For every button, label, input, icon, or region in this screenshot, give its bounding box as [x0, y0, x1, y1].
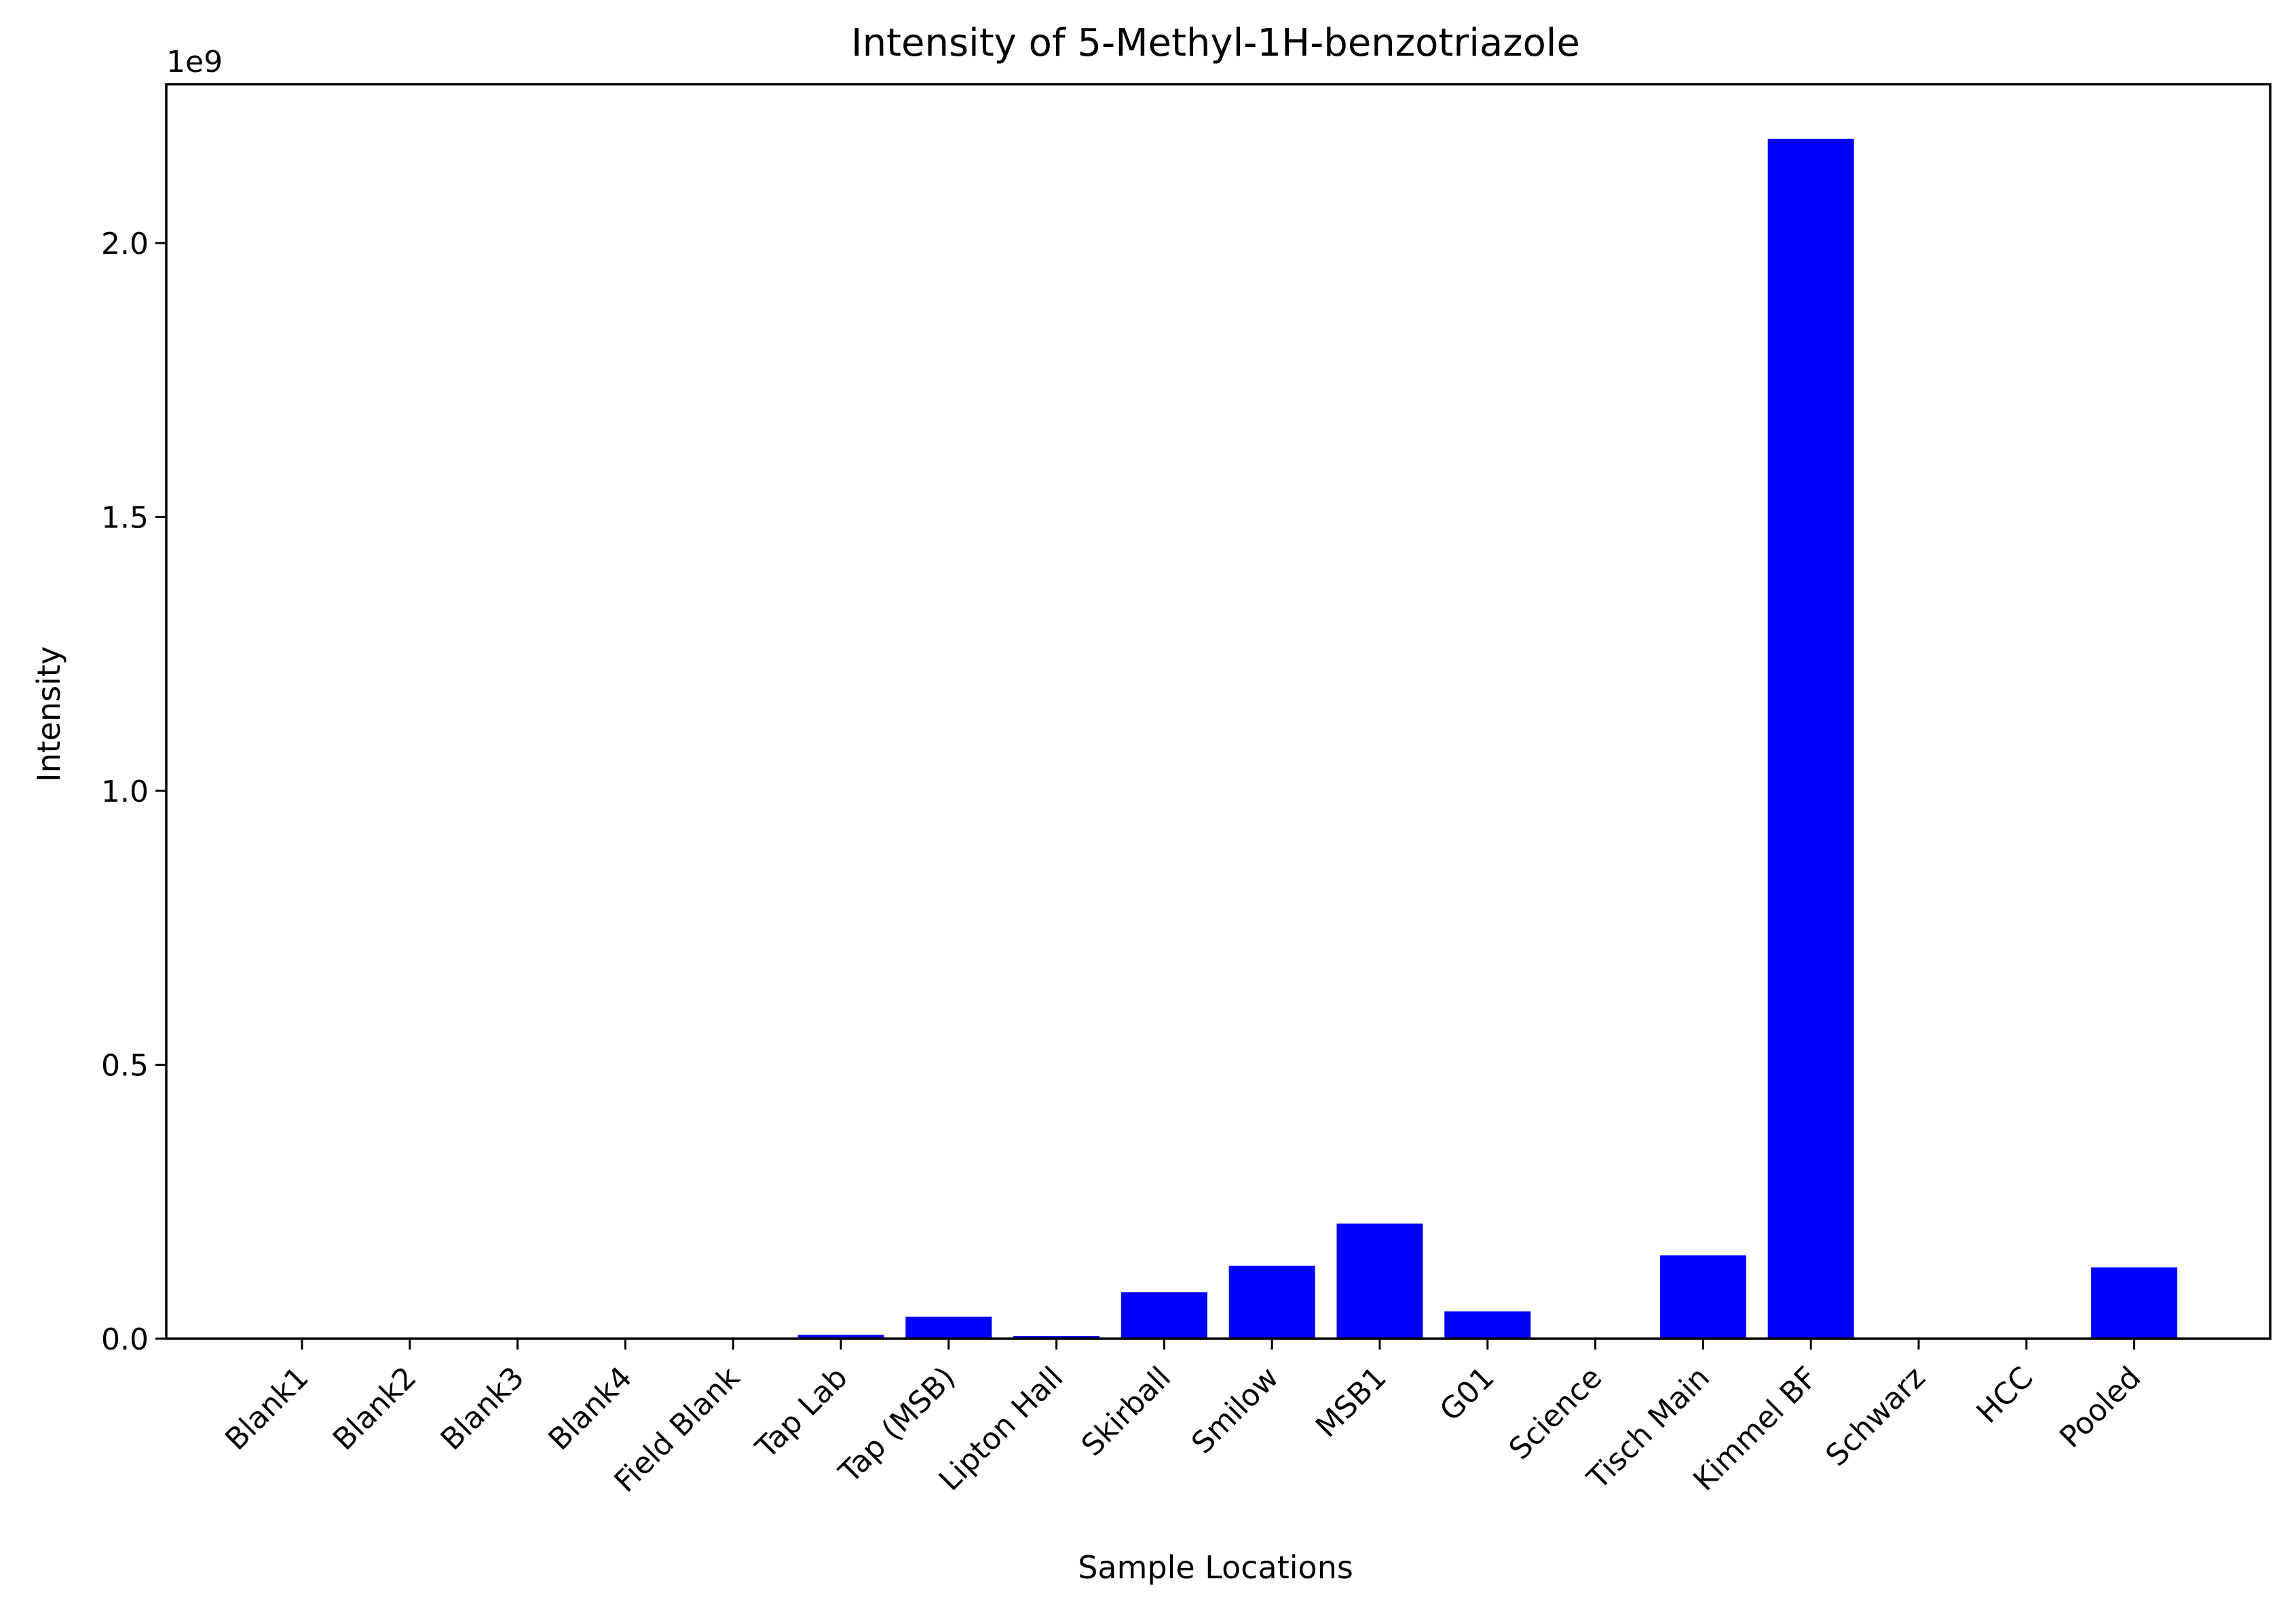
x-tick-label: Science — [1503, 1360, 1609, 1467]
bar — [1444, 1311, 1531, 1339]
bar — [1659, 1255, 1746, 1339]
bar — [1767, 138, 1854, 1339]
bar — [797, 1335, 884, 1339]
bar — [1013, 1336, 1100, 1339]
y-axis-label: Intensity — [31, 646, 67, 782]
x-tick-label: Blank4 — [542, 1360, 639, 1457]
x-tick-label: Smilow — [1185, 1360, 1285, 1461]
x-tick-label: Blank3 — [434, 1360, 531, 1457]
y-axis-offset-label: 1e9 — [166, 45, 223, 79]
bar — [1121, 1292, 1207, 1339]
x-axis-label: Sample Locations — [1078, 1549, 1353, 1586]
x-tick-label: HCC — [1970, 1360, 2040, 1430]
x-tick-label: Pooled — [2053, 1360, 2147, 1455]
x-tick-label: MSB1 — [1309, 1360, 1393, 1445]
x-tick-label: Blank2 — [326, 1360, 424, 1457]
x-tick-label: Schwarz — [1819, 1360, 1932, 1473]
y-tick-label: 1.5 — [101, 501, 149, 536]
bar — [1228, 1265, 1315, 1339]
plot-area-frame — [165, 83, 2272, 1340]
y-tick-label: 0.5 — [101, 1049, 149, 1083]
x-tick-label: Blank1 — [219, 1360, 316, 1457]
x-tick-label: Skirball — [1075, 1360, 1178, 1463]
bar — [1336, 1223, 1423, 1339]
bar — [905, 1316, 992, 1339]
y-tick-label: 2.0 — [101, 227, 149, 261]
x-tick-label: G01 — [1433, 1360, 1501, 1428]
chart-title: Intensity of 5-Methyl-1H-benzotriazole — [851, 21, 1580, 65]
y-tick-label: 0.0 — [101, 1322, 149, 1357]
y-tick-label: 1.0 — [101, 775, 149, 809]
x-tick-label: Tap Lab — [749, 1360, 854, 1466]
bar — [2091, 1267, 2178, 1339]
